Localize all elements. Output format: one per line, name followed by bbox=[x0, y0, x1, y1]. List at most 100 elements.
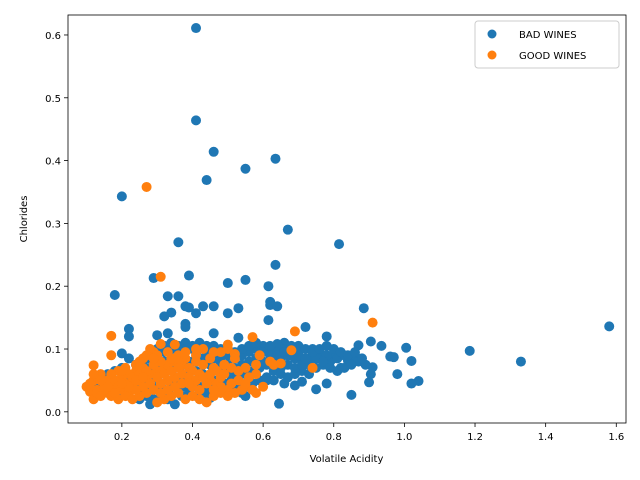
data-point bbox=[208, 146, 219, 157]
data-point bbox=[219, 359, 230, 370]
data-point bbox=[162, 328, 173, 339]
x-axis: 0.2 0.4 0.6 0.8 1.0 1.2 1.4 1.6 bbox=[114, 423, 624, 443]
data-point bbox=[247, 332, 258, 343]
data-point bbox=[208, 328, 219, 339]
data-point bbox=[289, 326, 300, 337]
data-point bbox=[169, 339, 180, 350]
y-tick-label: 0.4 bbox=[45, 157, 61, 168]
x-tick-label: 0.6 bbox=[255, 432, 271, 443]
data-point bbox=[208, 384, 219, 395]
y-tick-label: 0.6 bbox=[45, 31, 61, 42]
data-point bbox=[116, 348, 127, 359]
data-point bbox=[180, 322, 191, 333]
data-point bbox=[258, 381, 269, 392]
data-point bbox=[208, 301, 219, 312]
data-point bbox=[346, 389, 357, 400]
data-point bbox=[138, 372, 149, 383]
data-point bbox=[116, 366, 127, 376]
data-point bbox=[191, 115, 202, 126]
data-point bbox=[194, 384, 205, 395]
data-point bbox=[274, 398, 285, 409]
series-good-wines bbox=[81, 181, 378, 408]
data-point bbox=[102, 381, 113, 392]
data-point bbox=[106, 330, 117, 341]
data-point bbox=[376, 340, 387, 351]
data-point bbox=[109, 387, 120, 398]
data-point bbox=[159, 311, 170, 322]
data-point bbox=[222, 278, 233, 289]
data-point bbox=[321, 331, 332, 342]
y-tick-label: 0.3 bbox=[45, 219, 61, 230]
legend-marker-good-wines bbox=[487, 50, 497, 60]
data-point bbox=[357, 353, 368, 364]
data-point bbox=[162, 291, 173, 302]
data-point bbox=[515, 356, 526, 367]
x-tick-label: 1.6 bbox=[608, 432, 624, 443]
legend-marker-bad-wines bbox=[487, 29, 497, 39]
data-point bbox=[233, 332, 244, 343]
data-point bbox=[109, 290, 120, 300]
data-point bbox=[222, 391, 233, 402]
data-point bbox=[311, 384, 322, 395]
data-point bbox=[300, 322, 311, 333]
data-point bbox=[358, 303, 369, 314]
y-axis: 0.0 0.1 0.2 0.3 0.4 0.5 0.6 bbox=[45, 31, 68, 419]
data-point bbox=[275, 358, 286, 369]
plot-frame bbox=[67, 14, 627, 424]
data-point bbox=[254, 350, 265, 361]
data-point bbox=[240, 274, 251, 285]
data-point bbox=[240, 378, 251, 389]
data-point bbox=[123, 331, 134, 342]
data-point bbox=[88, 360, 99, 371]
data-point bbox=[191, 23, 202, 34]
data-point bbox=[270, 153, 281, 164]
data-point bbox=[106, 369, 117, 380]
y-axis-label: Chlorides bbox=[19, 196, 30, 243]
legend-label-good-wines: GOOD WINES bbox=[519, 51, 586, 62]
y-tick-label: 0.2 bbox=[45, 282, 61, 293]
data-point bbox=[604, 321, 615, 332]
data-point bbox=[392, 369, 403, 380]
points-layer bbox=[81, 23, 615, 410]
data-point bbox=[365, 369, 376, 380]
data-point bbox=[307, 362, 318, 373]
data-point bbox=[141, 181, 152, 192]
data-point bbox=[334, 239, 345, 250]
data-point bbox=[219, 369, 230, 380]
data-point bbox=[367, 317, 378, 328]
data-point bbox=[183, 378, 194, 389]
data-point bbox=[406, 378, 417, 389]
data-point bbox=[406, 355, 417, 366]
data-point bbox=[201, 175, 212, 186]
data-point bbox=[263, 281, 274, 292]
data-point bbox=[286, 345, 297, 356]
data-point bbox=[123, 323, 134, 334]
data-point bbox=[222, 308, 233, 319]
data-point bbox=[162, 347, 173, 358]
data-point bbox=[198, 301, 209, 312]
data-point bbox=[240, 163, 251, 174]
data-point bbox=[134, 356, 145, 367]
data-point bbox=[233, 303, 244, 314]
data-point bbox=[191, 356, 202, 367]
data-point bbox=[116, 378, 127, 389]
data-point bbox=[198, 344, 209, 355]
data-point bbox=[251, 359, 262, 370]
data-point bbox=[191, 344, 202, 355]
data-point bbox=[365, 336, 376, 347]
x-tick-label: 0.8 bbox=[326, 432, 342, 443]
data-point bbox=[401, 342, 412, 353]
data-point bbox=[106, 350, 117, 361]
data-point bbox=[270, 259, 281, 270]
data-point bbox=[272, 301, 283, 312]
y-tick-label: 0.0 bbox=[45, 408, 61, 419]
data-point bbox=[321, 378, 332, 389]
data-point bbox=[155, 338, 166, 349]
y-tick-label: 0.1 bbox=[45, 345, 61, 356]
x-axis-label: Volatile Acidity bbox=[310, 454, 384, 465]
data-point bbox=[148, 353, 159, 364]
data-point bbox=[155, 271, 166, 282]
data-point bbox=[263, 315, 274, 326]
x-tick-label: 0.4 bbox=[185, 432, 201, 443]
